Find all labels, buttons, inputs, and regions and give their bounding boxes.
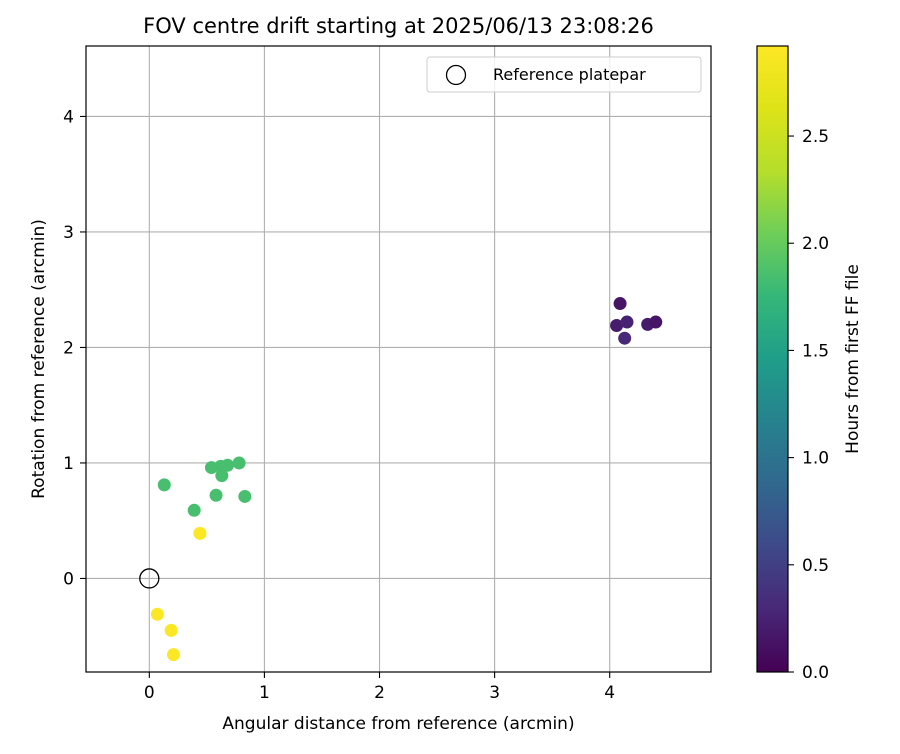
x-tick-label: 4 (604, 683, 615, 703)
x-tick-label: 2 (374, 683, 385, 703)
y-tick-label: 0 (63, 569, 74, 589)
colorbar-tick-label: 0.5 (802, 556, 829, 576)
x-axis-label: Angular distance from reference (arcmin) (222, 714, 574, 734)
colorbar-tick-label: 0.0 (802, 663, 829, 683)
scatter-point (193, 526, 207, 540)
chart-title: FOV centre drift starting at 2025/06/13 … (143, 14, 654, 38)
x-tick-label: 0 (144, 683, 155, 703)
colorbar-tick-label: 2.5 (802, 127, 829, 147)
scatter-point (232, 456, 246, 470)
scatter-point (164, 623, 178, 637)
colorbar-tick-label: 1.0 (802, 449, 829, 469)
legend: Reference platepar (426, 56, 702, 93)
scatter-point (620, 315, 634, 329)
plot-frame (85, 45, 712, 673)
colorbar-frame (756, 45, 789, 673)
y-tick-label: 3 (63, 223, 74, 243)
scatter-point (215, 469, 229, 483)
colorbar-ticks: 0.0 0.5 1.0 1.5 2.0 2.5 (788, 127, 829, 683)
y-axis-label: Rotation from reference (arcmin) (29, 219, 49, 499)
legend-marker (445, 64, 467, 86)
colorbar-gradient (757, 46, 788, 672)
scatter-point (238, 489, 252, 503)
scatter-point (613, 297, 627, 311)
scatter-point (166, 648, 180, 662)
scatter-point (157, 478, 171, 492)
scatter-point (150, 607, 164, 621)
x-tick-label: 3 (489, 683, 500, 703)
scatter-point (649, 315, 663, 329)
y-tick-label: 4 (63, 107, 74, 127)
scatter-point (221, 458, 235, 472)
reference-point-marker (139, 568, 160, 589)
axis-ticks: 0 1 2 3 4 0 1 2 3 4 (63, 107, 615, 703)
scatter-point (618, 331, 632, 345)
colorbar-tick-label: 2.0 (802, 234, 829, 254)
y-tick-label: 1 (63, 454, 74, 474)
grid-lines (86, 46, 711, 672)
scatter-points (139, 297, 663, 662)
scatter-point (187, 503, 201, 517)
y-tick-label: 2 (63, 338, 74, 358)
scatter-point (209, 488, 223, 502)
legend-label: Reference platepar (493, 65, 646, 84)
colorbar-label: Hours from first FF file (843, 264, 863, 454)
legend-box (426, 56, 702, 93)
scatter-point (610, 319, 624, 333)
x-tick-label: 1 (259, 683, 270, 703)
colorbar-tick-label: 1.5 (802, 341, 829, 361)
colorbar: 0.0 0.5 1.0 1.5 2.0 2.5 Hours from first FF f… (756, 45, 863, 683)
